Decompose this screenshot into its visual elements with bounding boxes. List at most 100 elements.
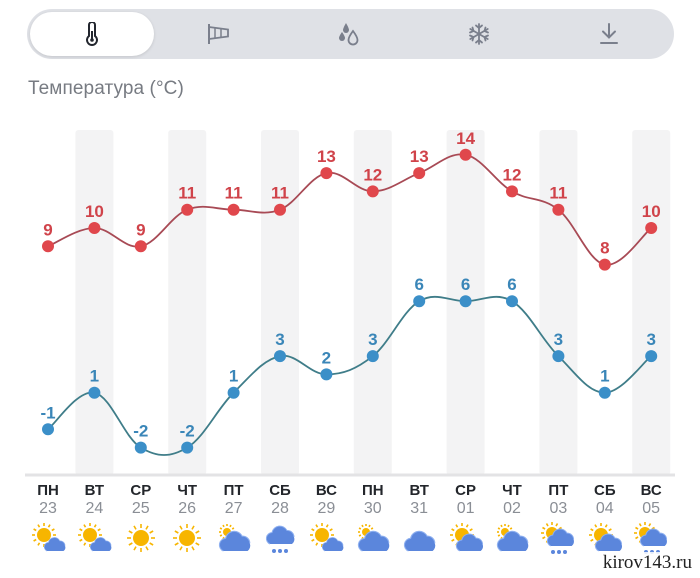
watermark: kirov143.ru [600, 552, 694, 574]
max-temperature-point [181, 203, 194, 216]
day-name: ВС [640, 482, 662, 499]
day-name: ВТ [409, 482, 429, 499]
day-date: 04 [595, 500, 614, 517]
max-temperature-label: 13 [410, 147, 429, 166]
weather-sun-cloud-rain-icon [541, 522, 575, 554]
max-temperature-point [88, 222, 101, 234]
min-temperature-point [227, 386, 240, 399]
tab-temperature[interactable] [30, 12, 154, 56]
min-temperature-label: 3 [554, 330, 563, 349]
min-temperature-point [42, 423, 54, 436]
day-column[interactable]: ПН 30 [350, 481, 396, 556]
max-temperature-point [274, 203, 286, 216]
day-date: 05 [642, 500, 661, 517]
max-temperature-point [320, 167, 333, 180]
day-date: 26 [178, 500, 197, 517]
day-name: ВС [315, 482, 337, 499]
day-date: 25 [131, 500, 150, 517]
day-column[interactable]: СР 01 [443, 481, 489, 556]
max-temperature-point [459, 148, 472, 161]
tab-wind[interactable] [154, 12, 284, 56]
max-temperature-label: 12 [363, 165, 382, 184]
day-column[interactable]: ВС 05 [628, 481, 674, 556]
day-column[interactable]: СБ 04 [582, 481, 628, 556]
day-name: ВТ [84, 482, 105, 499]
windsock-icon [208, 24, 229, 44]
day-band [75, 130, 114, 475]
tab-pressure[interactable] [544, 12, 674, 56]
max-temperature-point [552, 203, 565, 216]
day-column[interactable]: ПТ 03 [535, 481, 581, 556]
day-column[interactable]: СР 25 [118, 481, 164, 556]
day-date: 28 [271, 500, 289, 517]
tab-snow[interactable] [414, 12, 544, 56]
weather-sun-cloud-icon [310, 523, 344, 552]
min-temperature-point [459, 295, 472, 308]
day-name: СР [130, 482, 152, 499]
arrow-down-icon [600, 23, 618, 44]
weather-sun-cloud-big-icon [449, 523, 483, 552]
tab-precipitation[interactable] [284, 12, 414, 56]
day-date: 27 [224, 500, 243, 517]
min-temperature-label: -1 [40, 403, 55, 422]
day-date: 23 [39, 500, 57, 517]
min-temperature-point [274, 350, 286, 363]
max-temperature-label: 9 [136, 220, 145, 239]
day-column[interactable]: СБ 28 [257, 481, 303, 556]
weather-sun-icon [126, 524, 155, 552]
day-date: 24 [85, 500, 104, 517]
weather-sun-cloud-big-icon [588, 523, 622, 552]
min-temperature-label: 2 [322, 348, 331, 367]
day-date: 30 [363, 500, 382, 517]
max-temperature-label: 13 [317, 147, 336, 166]
max-temperature-point [42, 240, 54, 253]
max-temperature-label: 10 [642, 202, 661, 221]
weather-sun-cloud-icon [78, 523, 112, 552]
min-temperature-point [88, 386, 101, 399]
day-column[interactable]: ВТ 31 [396, 481, 442, 556]
day-column[interactable]: ПН 23 [25, 481, 71, 556]
max-temperature-label: 8 [600, 239, 609, 258]
day-name: ПН [37, 482, 59, 499]
parameter-tab-bar [27, 9, 674, 59]
min-temperature-point [366, 350, 379, 363]
max-temperature-point [227, 203, 240, 216]
min-temperature-label: 1 [90, 367, 99, 386]
day-date: 02 [503, 500, 521, 517]
day-band [261, 130, 299, 475]
max-temperature-line [47, 153, 652, 266]
max-temperature-label: 10 [85, 202, 104, 221]
day-name: ПТ [548, 482, 569, 499]
day-name: ПТ [223, 482, 244, 499]
droplets-icon [339, 23, 359, 46]
min-temperature-label: -2 [133, 422, 148, 441]
min-temperature-line [47, 295, 652, 456]
min-temperature-label: 1 [229, 367, 238, 386]
max-temperature-label: 11 [271, 184, 289, 203]
max-temperature-label: 12 [503, 165, 522, 184]
day-name: ПН [361, 482, 384, 499]
day-column[interactable]: ПТ 27 [211, 481, 257, 556]
weather-sun-cloud-rain-icon [634, 522, 668, 554]
max-temperature-label: 9 [43, 220, 52, 239]
day-column[interactable]: ЧТ 26 [164, 481, 210, 556]
max-temperature-label: 11 [225, 184, 243, 203]
min-temperature-point [645, 350, 658, 363]
section-title: Температура (°C) [28, 78, 184, 99]
weather-cloud-sun-small-icon [357, 524, 390, 552]
day-name: ЧТ [502, 482, 522, 499]
min-temperature-point [552, 350, 565, 363]
min-temperature-label: 3 [646, 330, 655, 349]
day-column[interactable]: ЧТ 02 [489, 481, 535, 556]
min-temperature-label: 6 [507, 275, 516, 294]
day-column[interactable]: ВС 29 [303, 481, 349, 556]
max-temperature-point [134, 240, 147, 253]
day-date: 31 [410, 500, 429, 517]
max-temperature-point [366, 185, 379, 198]
max-temperature-point [413, 167, 426, 180]
day-band [539, 130, 578, 475]
day-column[interactable]: ВТ 24 [71, 481, 117, 556]
day-axis: ПН 23 ВТ 24 СР 25 ЧТ 26 ПТ 27 СБ 28 ВС 29 ПН 30 ВТ 31 СР 01… [0, 481, 700, 571]
max-temperature-label: 11 [178, 184, 196, 203]
max-temperature-label: 14 [456, 129, 475, 148]
